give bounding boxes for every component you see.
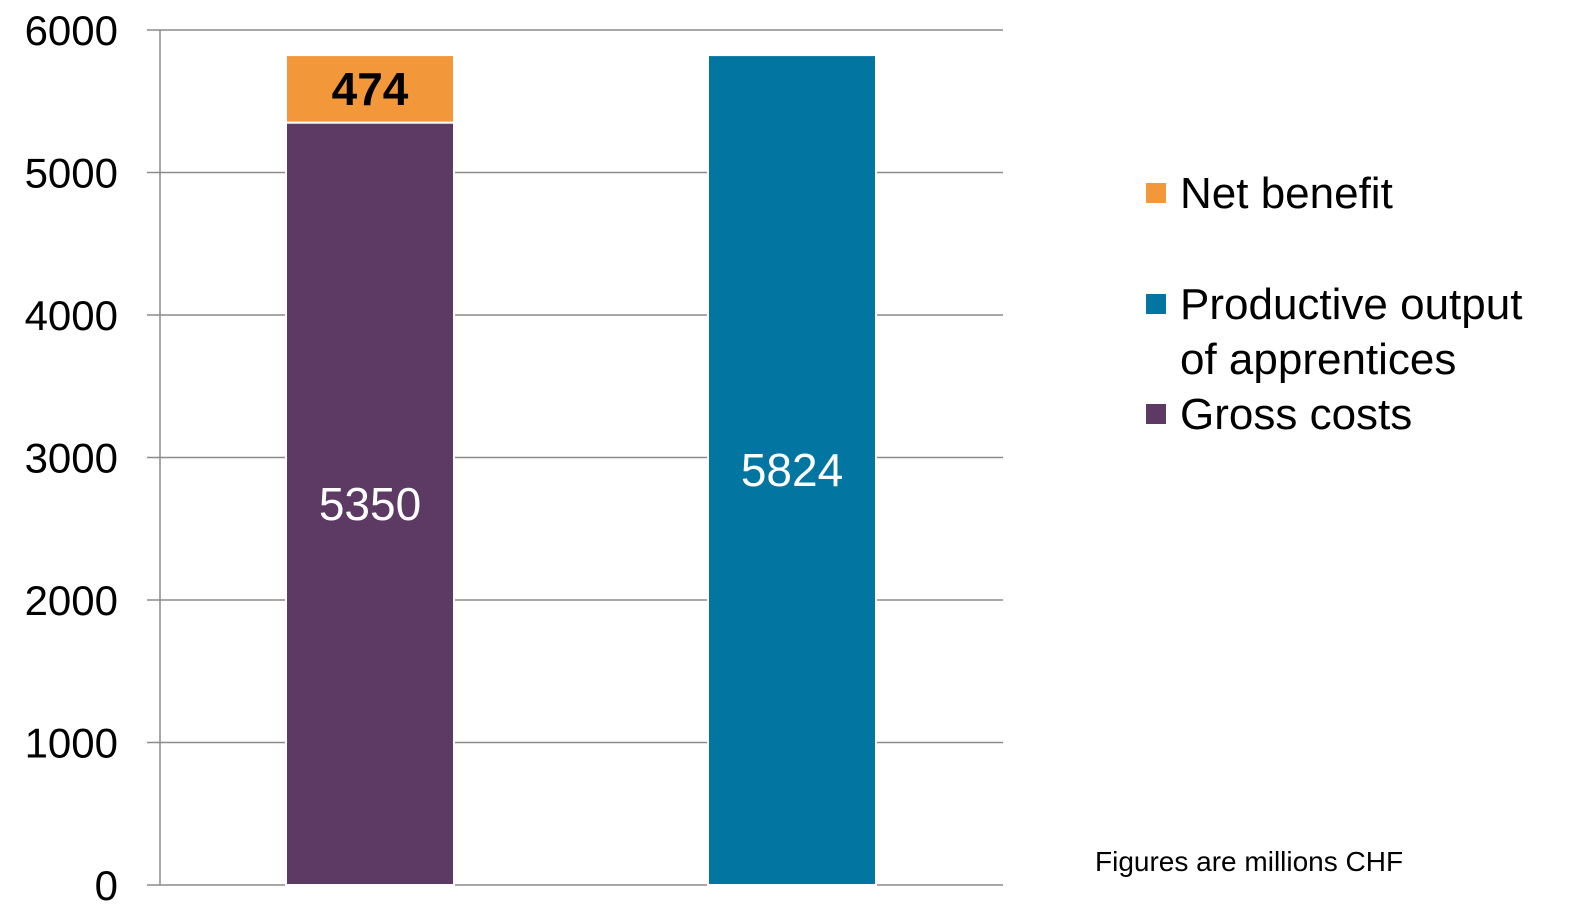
legend-label-net-benefit: Net benefit <box>1180 169 1393 218</box>
data-label-gross-costs: 5350 <box>319 478 421 530</box>
legend-label-productive-output: Productive output of apprentices <box>1180 277 1522 387</box>
data-label-productive-output-of-apprentices: 5824 <box>741 444 843 496</box>
y-tick-label: 1000 <box>25 720 118 767</box>
data-label-net-benefit: 474 <box>332 63 409 115</box>
bars <box>285 54 877 886</box>
y-tick-label: 0 <box>95 862 118 909</box>
legend-item-gross-costs: Gross costs <box>1146 387 1586 442</box>
legend-label-productive-output-line2: of apprentices <box>1180 335 1457 384</box>
legend-label-gross-costs: Gross costs <box>1180 390 1413 439</box>
legend: Net benefit Productive output of apprent… <box>1146 166 1586 442</box>
y-tick-label: 2000 <box>25 577 118 624</box>
bar-segment-gross-costs <box>285 121 455 886</box>
legend-swatch-productive-output <box>1146 294 1166 314</box>
legend-swatch-net-benefit <box>1146 183 1166 203</box>
legend-item-productive-output: Productive output of apprentices <box>1146 277 1586 387</box>
legend-swatch-gross-costs <box>1146 404 1166 424</box>
y-tick-label: 5000 <box>25 150 118 197</box>
units-note: Figures are millions CHF <box>1095 846 1404 877</box>
bar-segment-productive-output-of-apprentices <box>707 54 877 886</box>
y-axis-ticks: 0 1000 2000 3000 4000 5000 6000 <box>25 7 118 909</box>
y-tick-label: 3000 <box>25 435 118 482</box>
data-labels: 5350 474 5824 <box>319 63 843 530</box>
y-tick-label: 6000 <box>25 7 118 54</box>
y-tick-label: 4000 <box>25 292 118 339</box>
legend-item-net-benefit: Net benefit <box>1146 166 1586 221</box>
legend-label-productive-output-line1: Productive output <box>1180 280 1523 329</box>
bar-segment-net-benefit <box>285 54 455 124</box>
